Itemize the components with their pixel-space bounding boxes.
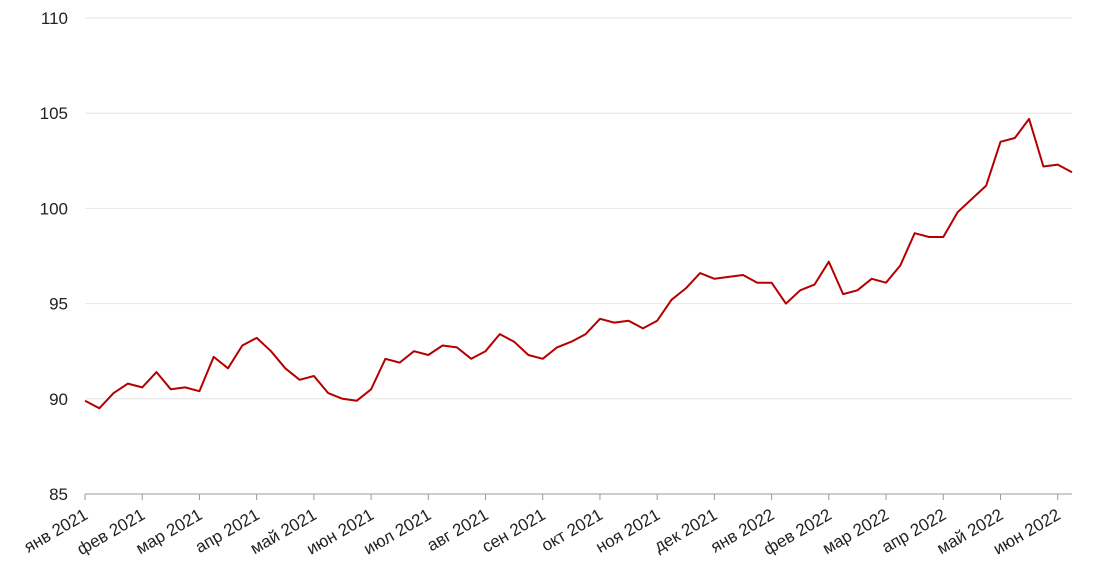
x-tick-label: мар 2021 [133, 505, 206, 558]
y-tick-label: 85 [49, 485, 68, 504]
line [84, 117, 1073, 410]
x-tick-label: сен 2021 [479, 505, 549, 556]
x-tick-label: дек 2021 [651, 505, 721, 556]
x-tick-label: ноя 2021 [593, 505, 664, 557]
x-tick-label: мар 2022 [819, 505, 892, 558]
y-tick-label: 100 [40, 199, 68, 218]
y-tick-label: 105 [40, 104, 68, 123]
y-tick-label: 90 [49, 390, 68, 409]
y-tick-label: 95 [49, 295, 68, 314]
x-tick-label: авг 2021 [424, 505, 492, 555]
y-tick-label: 110 [41, 9, 68, 28]
